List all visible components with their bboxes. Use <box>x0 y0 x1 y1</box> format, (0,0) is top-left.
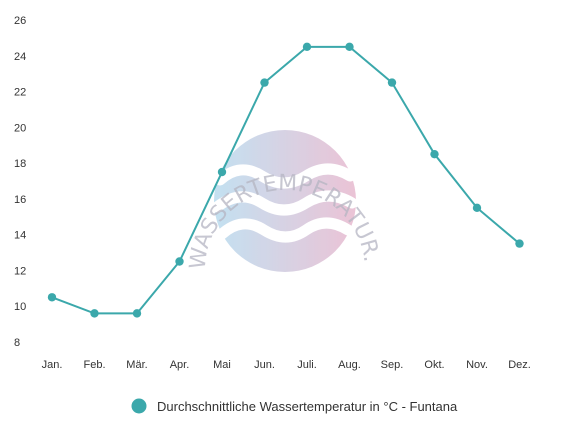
data-point[interactable] <box>387 78 397 87</box>
x-tick-label: Jan. <box>42 359 63 371</box>
data-point[interactable] <box>217 167 227 177</box>
y-tick-label: 8 <box>14 337 20 349</box>
x-axis: Jan. Feb. Mär. Apr. Mai Jun. Juli. Aug. Sep. Okt.… <box>42 359 531 371</box>
data-point[interactable] <box>47 293 57 302</box>
y-axis: 8 10 12 14 16 18 20 22 24 26 <box>14 15 26 349</box>
data-point[interactable] <box>90 309 99 318</box>
legend-marker-icon <box>131 398 147 414</box>
data-point[interactable] <box>302 42 312 52</box>
x-tick-label: Dez. <box>508 359 531 371</box>
legend: Durchschnittliche Wassertemperatur in °C… <box>131 398 458 414</box>
watermark-logo: WASSERTEMPERATUR.ORG <box>0 0 384 272</box>
y-tick-label: 10 <box>14 301 26 313</box>
x-tick-label: Apr. <box>170 359 190 371</box>
data-point[interactable] <box>175 257 184 266</box>
y-tick-label: 24 <box>14 51 26 63</box>
series-line <box>51 45 521 315</box>
y-tick-label: 20 <box>14 122 26 134</box>
y-tick-label: 18 <box>14 158 26 170</box>
y-tick-label: 12 <box>14 265 26 277</box>
watermark-wave-2 <box>211 190 358 216</box>
x-tick-label: Jun. <box>254 359 275 371</box>
watermark-wave-1 <box>214 163 356 189</box>
y-tick-label: 22 <box>14 87 26 99</box>
data-point[interactable] <box>132 309 142 318</box>
data-point[interactable] <box>515 239 524 248</box>
legend-label: Durchschnittliche Wassertemperatur in °C… <box>157 399 458 414</box>
data-point[interactable] <box>472 203 482 213</box>
x-tick-label: Nov. <box>466 359 488 371</box>
x-tick-label: Mai <box>213 359 231 371</box>
x-tick-label: Feb. <box>83 359 105 371</box>
data-point[interactable] <box>430 149 439 159</box>
y-tick-label: 26 <box>14 15 26 27</box>
x-tick-label: Aug. <box>338 359 361 371</box>
x-tick-label: Sep. <box>381 359 404 371</box>
watermark-wave-3 <box>216 217 354 243</box>
y-tick-label: 16 <box>14 194 26 206</box>
data-point[interactable] <box>260 78 269 87</box>
data-point[interactable] <box>345 42 354 52</box>
x-tick-label: Juli. <box>297 359 317 371</box>
series-layer <box>47 42 524 318</box>
x-tick-label: Okt. <box>424 359 444 371</box>
y-tick-label: 14 <box>14 230 26 242</box>
x-tick-label: Mär. <box>126 359 147 371</box>
